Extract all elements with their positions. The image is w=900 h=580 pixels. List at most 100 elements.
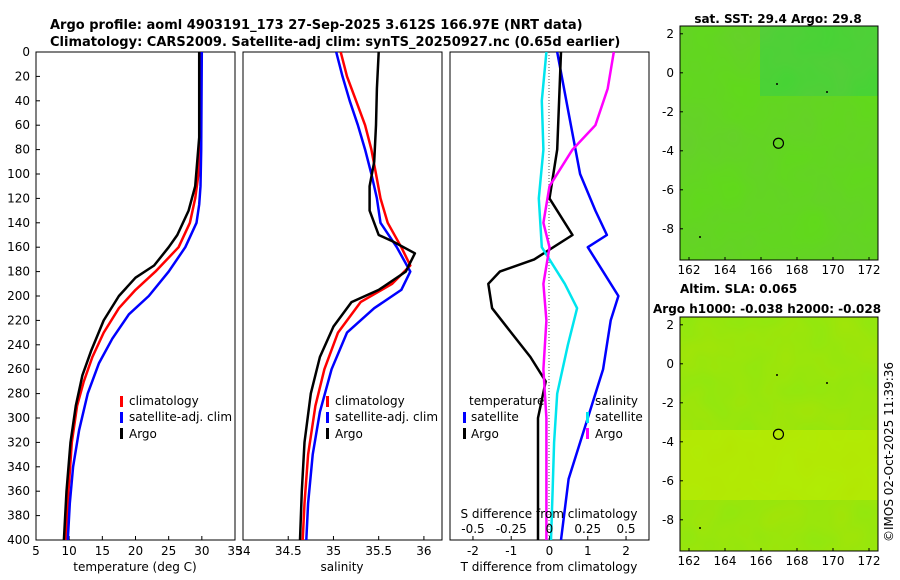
depth-tick-label: 0 — [22, 45, 30, 59]
sla-map-subtitle: Argo h1000: -0.038 h2000: -0.028 — [653, 302, 881, 316]
salinity-tick-label: 36 — [416, 544, 431, 558]
series-t-argo — [487, 52, 574, 540]
depth-tick-label: 40 — [15, 94, 30, 108]
legend-swatch-climatology — [120, 396, 123, 407]
map-y-tick-label: 0 — [666, 357, 674, 371]
argo-position-marker — [772, 137, 785, 149]
map-y-tick-label: -6 — [662, 183, 674, 197]
map-x-tick-label: 170 — [822, 554, 845, 568]
map-y-tick-label: -2 — [662, 105, 674, 119]
depth-tick-label: 220 — [7, 313, 30, 327]
sla-map-dot — [699, 527, 701, 529]
sst-map-dot — [826, 91, 828, 93]
legend-swatch-argo — [120, 428, 123, 439]
legend-label-climatology: climatology — [335, 394, 405, 408]
s-difference-title: S difference from climatology — [461, 507, 638, 521]
map-y-tick-label: -4 — [662, 144, 674, 158]
figure-title-line1: Argo profile: aoml 4903191_173 27-Sep-20… — [50, 18, 583, 33]
map-x-tick-label: 164 — [714, 554, 737, 568]
salinity-legend: climatology satellite-adj. clim Argo — [326, 394, 438, 441]
depth-tick-label: 120 — [7, 191, 30, 205]
depth-tick-label: 260 — [7, 362, 30, 376]
difference-tick-label: -1 — [505, 544, 517, 558]
difference-tick-label: 1 — [584, 544, 592, 558]
sla-map-title: Altim. SLA: 0.065 — [680, 282, 797, 296]
difference-tick-label: -2 — [467, 544, 479, 558]
map-y-tick-label: 0 — [666, 66, 674, 80]
series-satellite-adj-clim — [66, 52, 204, 540]
sst-map-axes: 162 164 166 168 170 172 2 0 -2 -4 -6 -8 — [662, 27, 880, 277]
salinity-tick-label: 34 — [235, 544, 250, 558]
map-x-tick-label: 172 — [858, 554, 881, 568]
legend-swatch-s-argo — [586, 428, 589, 439]
s-difference-tick-label: -0.5 — [461, 522, 484, 536]
salinity-tick-label: 34.5 — [275, 544, 302, 558]
legend-label-satellite: satellite-adj. clim — [335, 410, 438, 424]
map-x-tick-label: 168 — [786, 263, 809, 277]
depth-tick-label: 80 — [15, 143, 30, 157]
temperature-lines — [62, 52, 204, 540]
depth-tick-label: 140 — [7, 216, 30, 230]
depth-tick-label: 60 — [15, 118, 30, 132]
series-s-argo — [542, 52, 616, 540]
temperature-tick-label: 30 — [194, 544, 209, 558]
map-y-tick-label: -8 — [662, 513, 674, 527]
depth-tick-label: 240 — [7, 338, 30, 352]
sla-map-axes: 162 164 166 168 170 172 2 0 -2 -4 -6 -8 — [662, 318, 880, 568]
figure-title-line2: Climatology: CARS2009. Satellite-adj cli… — [50, 35, 620, 50]
depth-tick-label: 100 — [7, 167, 30, 181]
s-difference-tick-label: 0.25 — [574, 522, 601, 536]
depth-tick-label: 320 — [7, 435, 30, 449]
legend-label-s-argo: Argo — [595, 427, 623, 441]
temperature-axes — [35, 51, 236, 541]
salinity-lines — [298, 52, 417, 540]
depth-tick-label: 180 — [7, 265, 30, 279]
series-argo — [298, 52, 417, 540]
legend-swatch-s-satellite — [586, 412, 589, 423]
sst-map-frame — [679, 25, 879, 261]
legend-label-climatology: climatology — [129, 394, 199, 408]
map-y-tick-label: -6 — [662, 474, 674, 488]
sst-map-texture — [680, 26, 878, 260]
map-x-tick-label: 168 — [786, 554, 809, 568]
legend-label-satellite: satellite-adj. clim — [129, 410, 232, 424]
sst-map-panel: sat. SST: 29.4 Argo: 29.8 162 164 166 168 17… — [662, 12, 880, 277]
map-x-tick-label: 170 — [822, 263, 845, 277]
depth-tick-label: 360 — [7, 484, 30, 498]
map-y-tick-label: -4 — [662, 435, 674, 449]
legend-label-s-satellite: satellite — [595, 410, 643, 424]
sla-map-frame — [679, 316, 879, 552]
sla-map-panel: Altim. SLA: 0.065 Argo h1000: -0.038 h20… — [653, 282, 881, 568]
sst-map-dot — [699, 236, 701, 238]
depth-tick-label: 200 — [7, 289, 30, 303]
depth-tick-label: 280 — [7, 387, 30, 401]
salinity-axis: 34 34.5 35 35.5 36 — [235, 536, 432, 558]
s-difference-tick-label: 0.5 — [616, 522, 635, 536]
map-x-tick-label: 166 — [750, 554, 773, 568]
map-y-tick-label: 2 — [666, 27, 674, 41]
temperature-tick-label: 35 — [227, 544, 242, 558]
depth-tick-label: 300 — [7, 411, 30, 425]
series-s-satellite — [537, 52, 579, 540]
legend-label-argo: Argo — [335, 427, 363, 441]
temperature-tick-label: 5 — [32, 544, 40, 558]
series-climatology — [64, 52, 202, 540]
argo-position-marker — [772, 428, 785, 440]
temperature-xlabel: temperature (deg C) — [73, 560, 196, 574]
legend-label-t-satellite: satellite — [471, 410, 519, 424]
series-argo — [62, 52, 201, 540]
temperature-legend: climatology satellite-adj. clim Argo — [120, 394, 232, 441]
depth-tick-label: 340 — [7, 460, 30, 474]
legend-swatch-argo — [326, 428, 329, 439]
s-difference-tick-label: 0 — [546, 522, 554, 536]
map-x-tick-label: 164 — [714, 263, 737, 277]
temperature-tick-label: 15 — [95, 544, 110, 558]
salinity-xlabel: salinity — [320, 560, 363, 574]
difference-tick-label: 2 — [622, 544, 630, 558]
legend-title-temperature: temperature — [469, 394, 544, 408]
series-climatology — [301, 52, 412, 540]
legend-label-t-argo: Argo — [471, 427, 499, 441]
legend-swatch-satellite — [326, 412, 329, 423]
depth-tick-label: 380 — [7, 509, 30, 523]
